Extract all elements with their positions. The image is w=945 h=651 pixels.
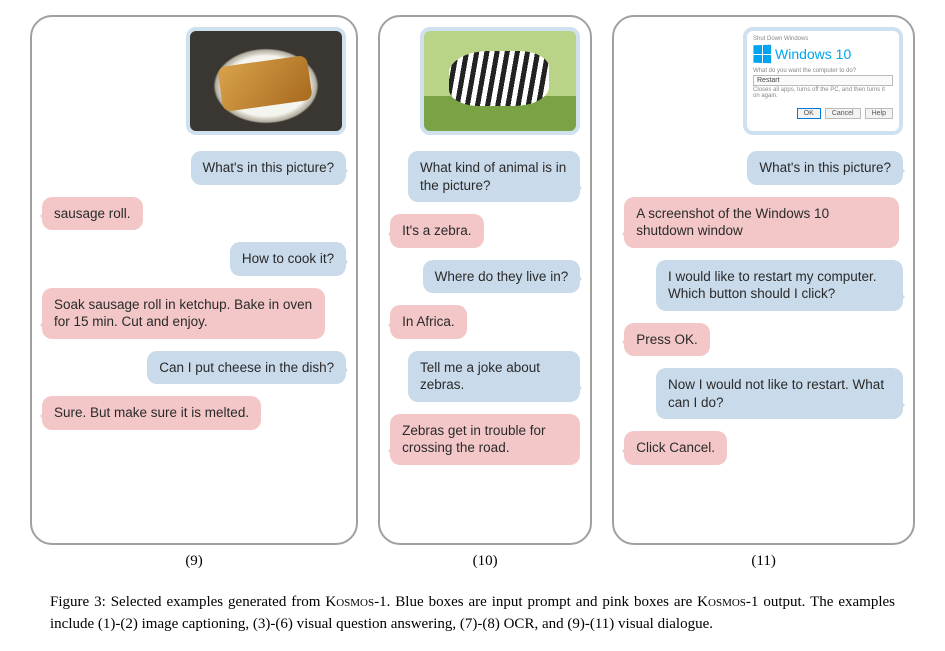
chat-bubble-output: A screenshot of the Windows 10 shutdown … xyxy=(624,197,899,248)
chat-bubble-prompt: Can I put cheese in the dish? xyxy=(147,351,346,385)
panels-row: What's in this picture? sausage roll. Ho… xyxy=(30,15,915,570)
panel-9-wrap: What's in this picture? sausage roll. Ho… xyxy=(30,15,358,570)
panel-label: (10) xyxy=(378,553,592,570)
chat-bubble-prompt: Where do they live in? xyxy=(423,260,581,294)
chat-bubble-output: Soak sausage roll in ketchup. Bake in ov… xyxy=(42,288,325,339)
chat-bubble-output: In Africa. xyxy=(390,305,467,339)
panel-11: Shut Down Windows Windows 10 What do you… xyxy=(612,15,915,545)
chat-bubble-output: Zebras get in trouble for crossing the r… xyxy=(390,414,580,465)
win-cancel-btn: Cancel xyxy=(825,108,861,119)
panel-10-wrap: What kind of animal is in the picture? I… xyxy=(378,15,592,570)
win-buttons: OK Cancel Help xyxy=(753,108,893,119)
chat-bubble-prompt: Now I would not like to restart. What ca… xyxy=(656,368,903,419)
chat-bubble-output: sausage roll. xyxy=(42,197,143,231)
figure-caption: Figure 3: Selected examples generated fr… xyxy=(50,592,895,636)
panel-10: What kind of animal is in the picture? I… xyxy=(378,15,592,545)
win-prompt-line: What do you want the computer to do? xyxy=(753,68,893,74)
caption-model: Kosmos-1 xyxy=(697,594,758,610)
chat-bubble-output: Sure. But make sure it is melted. xyxy=(42,396,261,430)
panel-9: What's in this picture? sausage roll. Ho… xyxy=(30,15,358,545)
win-help-btn: Help xyxy=(865,108,893,119)
win-header: Shut Down Windows xyxy=(753,36,893,42)
win-ok-btn: OK xyxy=(797,108,821,119)
chat-bubble-prompt: What kind of animal is in the picture? xyxy=(408,151,580,202)
chat-bubble-output: It's a zebra. xyxy=(390,214,483,248)
win-select: Restart xyxy=(753,75,893,86)
chat-bubble-prompt: Tell me a joke about zebras. xyxy=(408,351,580,402)
example-image-windows: Shut Down Windows Windows 10 What do you… xyxy=(743,27,903,135)
caption-fignum: Figure 3: xyxy=(50,594,106,610)
win-title-row: Windows 10 xyxy=(753,45,893,63)
caption-text: Selected examples generated from xyxy=(111,594,326,610)
chat-bubble-prompt: What's in this picture? xyxy=(191,151,347,185)
win-desc-line: Closes all apps, turns off the PC, and t… xyxy=(753,87,893,99)
chat-bubble-output: Click Cancel. xyxy=(624,431,727,465)
chat-bubble-prompt: What's in this picture? xyxy=(747,151,903,185)
windows-logo-icon xyxy=(753,45,771,64)
chat-bubble-output: Press OK. xyxy=(624,323,710,357)
caption-text: . Blue boxes are input prompt and pink b… xyxy=(387,594,698,610)
panel-11-wrap: Shut Down Windows Windows 10 What do you… xyxy=(612,15,915,570)
example-image-sausage xyxy=(186,27,346,135)
example-image-zebra xyxy=(420,27,580,135)
caption-model: Kosmos-1 xyxy=(325,594,386,610)
panel-label: (11) xyxy=(612,553,915,570)
chat-bubble-prompt: I would like to restart my computer. Whi… xyxy=(656,260,903,311)
panel-label: (9) xyxy=(30,553,358,570)
chat-bubble-prompt: How to cook it? xyxy=(230,242,346,276)
win-brand: Windows 10 xyxy=(775,46,851,62)
